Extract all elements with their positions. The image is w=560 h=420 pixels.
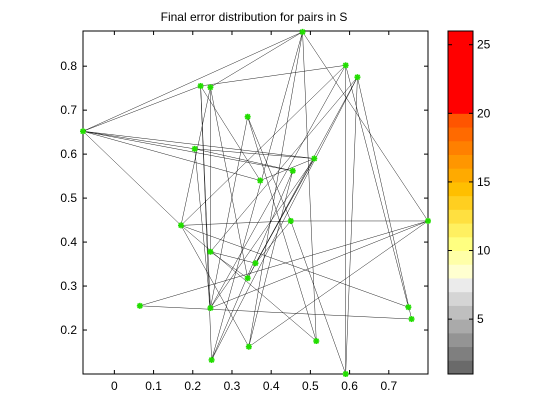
colorbar-band-11 (448, 209, 473, 223)
y-tick-label-2: 0.4 (60, 235, 77, 249)
colorbar-band-3 (448, 319, 473, 333)
colorbar-band-16 (448, 141, 473, 155)
colorbar-bands (448, 31, 473, 375)
data-point-12 (253, 260, 259, 266)
colorbar-tick-label-3: 20 (477, 106, 491, 120)
data-point-21 (343, 371, 349, 377)
data-point-18 (313, 338, 319, 344)
data-point-1 (137, 303, 143, 309)
data-point-17 (311, 156, 317, 162)
data-point-4 (192, 146, 198, 152)
y-tick-label-1: 0.3 (60, 279, 77, 293)
y-tick-label-0: 0.2 (60, 323, 77, 337)
data-point-16 (300, 29, 306, 35)
colorbar-band-9 (448, 237, 473, 251)
data-point-5 (207, 84, 213, 90)
x-tick-label-4: 0.4 (263, 379, 280, 393)
colorbar-band-0 (448, 360, 473, 374)
data-point-24 (409, 316, 415, 322)
data-point-13 (257, 178, 263, 184)
plot-frame (83, 31, 428, 374)
colorbar-tick-label-4: 25 (477, 38, 491, 52)
colorbar-band-5 (448, 292, 473, 306)
y-tick-label-6: 0.8 (60, 59, 77, 73)
x-tick-label-5: 0.5 (302, 379, 319, 393)
data-point-8 (209, 357, 215, 363)
colorbar-band-6 (448, 278, 473, 292)
colorbar-band-10 (448, 223, 473, 237)
data-point-20 (354, 74, 360, 80)
colorbar-band-7 (448, 264, 473, 278)
colorbar-tick-label-0: 5 (477, 312, 484, 326)
data-point-22 (425, 218, 431, 224)
colorbar-band-1 (448, 347, 473, 361)
colorbar-band-15 (448, 154, 473, 168)
x-tick-label-3: 0.3 (224, 379, 241, 393)
x-tick-label-1: 0.1 (145, 379, 162, 393)
x-tick-label-6: 0.6 (341, 379, 358, 393)
data-point-0 (80, 128, 86, 134)
data-point-14 (288, 218, 294, 224)
data-point-2 (178, 222, 184, 228)
data-point-11 (246, 344, 252, 350)
data-point-6 (207, 249, 213, 255)
colorbar-tick-label-1: 10 (477, 244, 491, 258)
chart-title: Final error distribution for pairs in S (161, 10, 348, 24)
data-point-15 (290, 168, 296, 174)
data-point-10 (245, 275, 251, 281)
colorbar-band-2 (448, 333, 473, 347)
colorbar-band-4 (448, 305, 473, 319)
colorbar-band-8 (448, 251, 473, 265)
colorbar-band-12 (448, 196, 473, 210)
plot-area: 0 0.1 0.2 0.3 0.4 0.5 0.6 0.7 0.2 0.3 0.4 0.5 0.6 0.… (60, 29, 431, 393)
x-tick-label-7: 0.7 (380, 379, 397, 393)
data-point-19 (343, 62, 349, 68)
y-tick-label-4: 0.6 (60, 147, 77, 161)
y-tick-label-5: 0.7 (60, 103, 77, 117)
x-tick-label-2: 0.2 (184, 379, 201, 393)
colorbar-band-18 (448, 113, 473, 127)
data-point-9 (245, 114, 251, 120)
colorbar-band-17 (448, 127, 473, 141)
colorbar-tick-label-2: 15 (477, 175, 491, 189)
colorbar-band-13 (448, 182, 473, 196)
x-tick-label-0: 0 (111, 379, 118, 393)
data-point-7 (207, 305, 213, 311)
data-point-23 (405, 304, 411, 310)
y-tick-label-3: 0.5 (60, 191, 77, 205)
data-point-3 (198, 83, 204, 89)
colorbar-band-14 (448, 168, 473, 182)
colorbar-band-19 (448, 31, 473, 114)
